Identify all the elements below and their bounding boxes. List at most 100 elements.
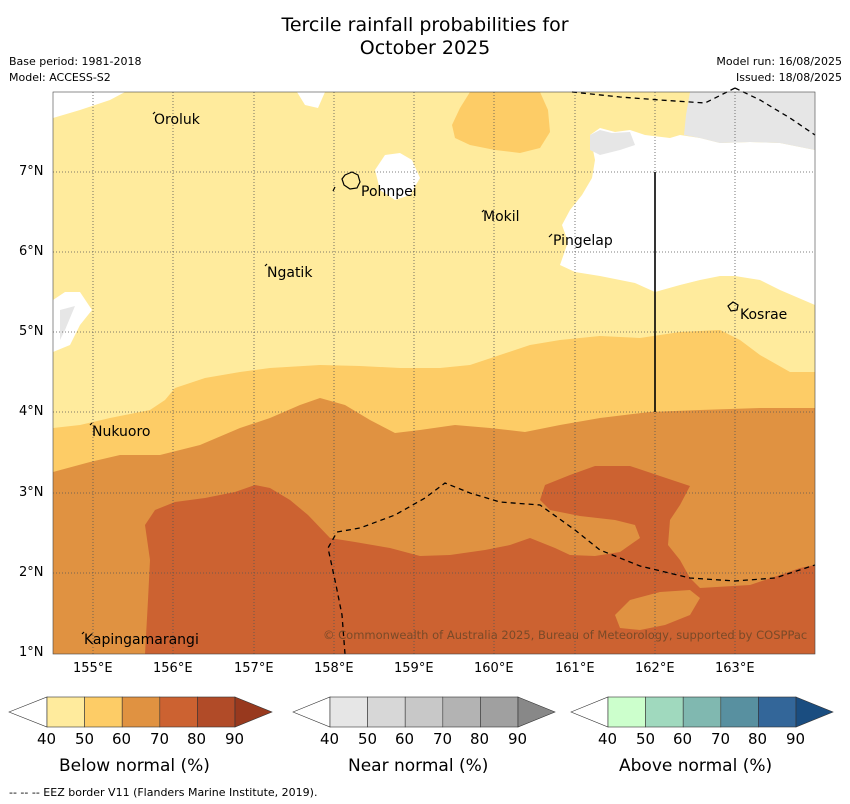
cbar-below-70-80 bbox=[159, 696, 198, 728]
colorbars bbox=[8, 696, 834, 728]
cbar-near-tick-60: 60 bbox=[395, 730, 415, 748]
model-run-label: Model run: 16/08/2025 bbox=[716, 55, 842, 68]
lon-label-159e: 159°E bbox=[394, 661, 434, 676]
cbar-above-tick-40: 40 bbox=[598, 730, 618, 748]
ngatik-atoll-outline bbox=[264, 263, 268, 267]
copyright-text: © Commonwealth of Australia 2025, Bureau… bbox=[323, 628, 808, 642]
cbar-below-tick-50: 50 bbox=[75, 730, 95, 748]
cbar-below-40-50 bbox=[46, 696, 85, 728]
eez-footnote: -- -- -- EEZ border V11 (Flanders Marine… bbox=[9, 786, 318, 799]
lon-label-161e: 161°E bbox=[555, 661, 595, 676]
colorbar-above-normal bbox=[570, 696, 834, 728]
cbar-above-tick-80: 80 bbox=[748, 730, 768, 748]
lon-label-158e: 158°E bbox=[314, 661, 354, 676]
cbar-below-tick-60: 60 bbox=[112, 730, 132, 748]
cbar-near-tick-70: 70 bbox=[433, 730, 453, 748]
map-fill-layer bbox=[53, 92, 815, 654]
cbar-near-title: Near normal (%) bbox=[348, 756, 489, 776]
cbar-above-80-90 bbox=[758, 696, 797, 728]
cbar-above-tick-90: 90 bbox=[786, 730, 806, 748]
issued-label: Issued: 18/08/2025 bbox=[735, 71, 842, 84]
cbar-above-over bbox=[795, 696, 834, 728]
map-frame bbox=[52, 91, 816, 655]
lon-label-156e: 156°E bbox=[153, 661, 193, 676]
kapingamarangi-atoll-outline bbox=[81, 631, 85, 635]
mokil-atoll-outline bbox=[481, 209, 485, 213]
place-label-oroluk: Oroluk bbox=[154, 112, 200, 128]
white-region-pohnpei bbox=[375, 153, 420, 200]
cbar-below-tick-80: 80 bbox=[187, 730, 207, 748]
near-normal-region-w bbox=[60, 306, 75, 340]
cbar-below-over bbox=[234, 696, 273, 728]
island-shapes bbox=[81, 111, 739, 635]
cbar-below-title: Below normal (%) bbox=[59, 756, 210, 776]
cbar-below-tick-70: 70 bbox=[150, 730, 170, 748]
lon-label-160e: 160°E bbox=[474, 661, 514, 676]
cbar-near-under bbox=[292, 696, 331, 728]
nukuoro-atoll-outline bbox=[89, 422, 93, 426]
cbar-near-tick-40: 40 bbox=[320, 730, 340, 748]
lon-label-157e: 157°E bbox=[234, 661, 274, 676]
base-period-label: Base period: 1981-2018 bbox=[9, 55, 142, 68]
cbar-near-60-70 bbox=[404, 696, 444, 728]
eez-border bbox=[327, 87, 816, 655]
lat-label-2n: 2°N bbox=[19, 565, 44, 580]
white-region-w bbox=[53, 292, 92, 352]
place-label-ngatik: Ngatik bbox=[267, 265, 313, 281]
near-normal-region-ne-small bbox=[590, 130, 635, 155]
cbar-above-tick-50: 50 bbox=[636, 730, 656, 748]
cbar-near-50-60 bbox=[367, 696, 406, 728]
lat-label-4n: 4°N bbox=[19, 404, 44, 419]
lat-label-5n: 5°N bbox=[19, 324, 44, 339]
title-line-1: Tercile rainfall probabilities for bbox=[281, 14, 569, 36]
place-label-nukuoro: Nukuoro bbox=[92, 424, 151, 440]
lon-label-155e: 155°E bbox=[73, 661, 113, 676]
near-normal-region-ne bbox=[684, 92, 815, 150]
cbar-near-40-50 bbox=[329, 696, 368, 728]
cbar-below-50-60 bbox=[84, 696, 123, 728]
below-normal-60-70-patch-se bbox=[615, 590, 700, 630]
map-title: Tercile rainfall probabilities for Octob… bbox=[0, 14, 850, 60]
colorbar-near-normal bbox=[292, 696, 556, 728]
kosrae-island-outline bbox=[727, 301, 739, 312]
lat-label-1n: 1°N bbox=[19, 645, 44, 660]
cbar-near-70-80 bbox=[442, 696, 481, 728]
cbar-above-title: Above normal (%) bbox=[619, 756, 773, 776]
lat-label-6n: 6°N bbox=[19, 244, 44, 259]
cbar-near-80-90 bbox=[480, 696, 519, 728]
place-label-pohnpei: Pohnpei bbox=[361, 184, 417, 200]
white-region-n bbox=[297, 92, 325, 108]
cbar-below-80-90 bbox=[197, 696, 236, 728]
lat-label-7n: 7°N bbox=[19, 164, 44, 179]
place-label-kosrae: Kosrae bbox=[740, 307, 788, 323]
cbar-above-tick-70: 70 bbox=[711, 730, 731, 748]
cbar-below-under bbox=[8, 696, 48, 728]
place-label-kapingamarangi: Kapingamarangi bbox=[84, 632, 199, 648]
pohnpei-island-outline bbox=[341, 171, 361, 190]
cbar-near-tick-90: 90 bbox=[508, 730, 528, 748]
place-label-pingelap: Pingelap bbox=[553, 233, 613, 249]
model-label: Model: ACCESS-S2 bbox=[9, 71, 111, 84]
below-normal-50-60-patch bbox=[452, 92, 550, 153]
place-label-mokil: Mokil bbox=[483, 209, 520, 225]
cbar-below-tick-90: 90 bbox=[225, 730, 245, 748]
cbar-below-tick-40: 40 bbox=[37, 730, 57, 748]
cbar-above-60-70 bbox=[682, 696, 722, 728]
white-region-nw bbox=[53, 92, 125, 118]
cbar-below-60-70 bbox=[121, 696, 161, 728]
lat-label-3n: 3°N bbox=[19, 485, 44, 500]
cbar-near-tick-50: 50 bbox=[358, 730, 378, 748]
cbar-near-tick-80: 80 bbox=[470, 730, 490, 748]
pingelap-atoll-outline bbox=[548, 233, 553, 238]
cbar-above-40-50 bbox=[607, 696, 646, 728]
cbar-above-70-80 bbox=[720, 696, 759, 728]
cbar-above-under bbox=[570, 696, 609, 728]
lon-label-163e: 163°E bbox=[715, 661, 755, 676]
cbar-above-tick-60: 60 bbox=[673, 730, 693, 748]
colorbar-below-normal bbox=[8, 696, 273, 728]
lon-label-162e: 162°E bbox=[635, 661, 675, 676]
cbar-near-over bbox=[517, 696, 556, 728]
oroluk-atoll-outline bbox=[152, 111, 156, 115]
title-line-2: October 2025 bbox=[359, 37, 491, 59]
